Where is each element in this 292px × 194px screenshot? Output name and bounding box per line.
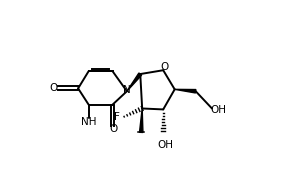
Text: F: F xyxy=(114,112,120,122)
Text: O: O xyxy=(49,83,58,93)
Text: O: O xyxy=(160,62,168,72)
Polygon shape xyxy=(175,89,196,93)
Text: N: N xyxy=(124,86,131,95)
Polygon shape xyxy=(140,108,143,133)
Text: OH: OH xyxy=(211,105,227,115)
Text: NH: NH xyxy=(81,117,96,127)
Text: OH: OH xyxy=(157,140,173,150)
Polygon shape xyxy=(127,73,142,91)
Text: O: O xyxy=(109,124,117,134)
